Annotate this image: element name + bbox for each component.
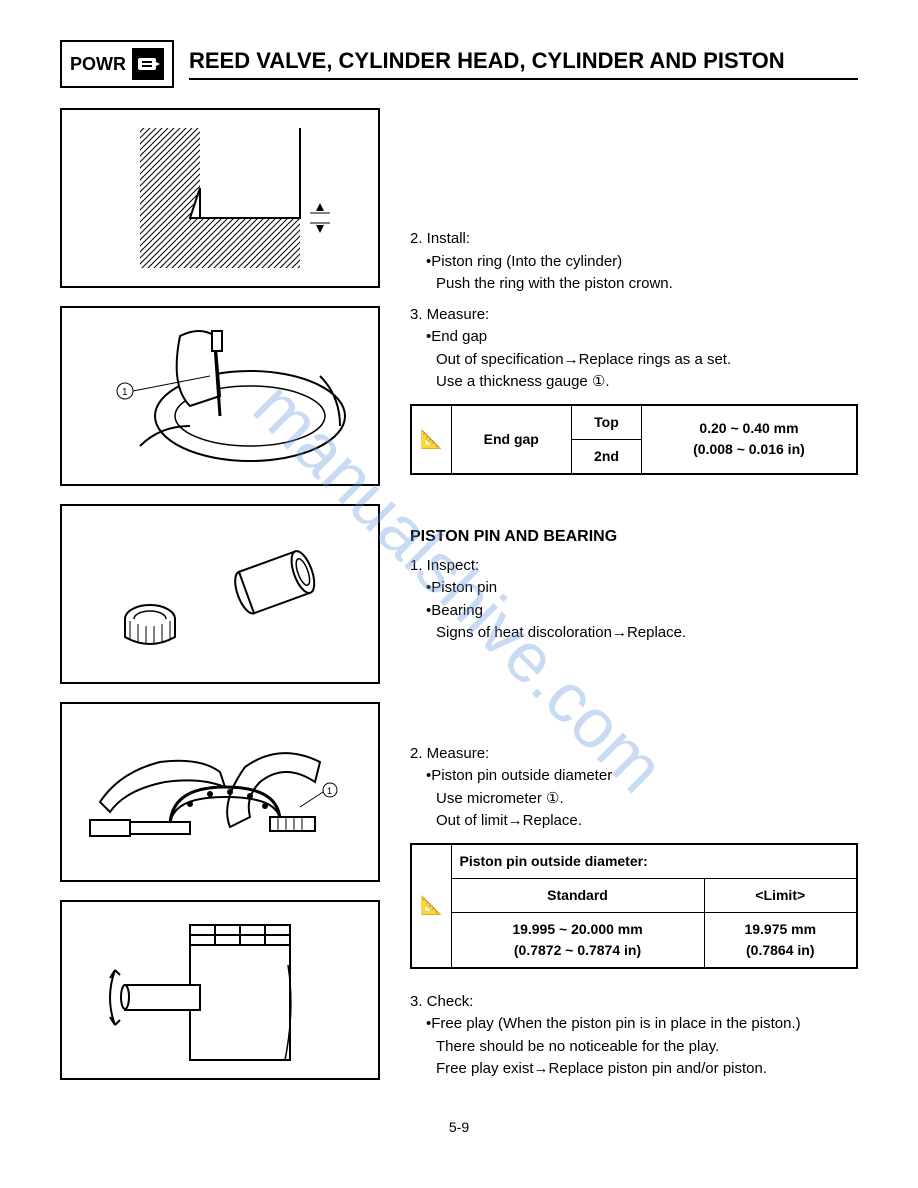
step-number: 3. Measure: bbox=[410, 304, 858, 327]
spec-value: 19.995 ~ 20.000 mm (0.7872 ~ 0.7874 in) bbox=[451, 912, 704, 968]
step-detail: Use a thickness gauge ①. bbox=[436, 371, 858, 394]
step-detail: Signs of heat discoloration→Replace. bbox=[436, 622, 858, 645]
step-number: 2. Install: bbox=[410, 228, 858, 251]
table-title: Piston pin outside diameter: bbox=[451, 844, 857, 879]
step-measure-diameter: 2. Measure: •Piston pin outside diameter… bbox=[410, 653, 858, 833]
engine-icon bbox=[132, 48, 164, 80]
section-badge: POWR bbox=[60, 40, 174, 88]
svg-text:1: 1 bbox=[122, 387, 128, 398]
figure-pin-bearing bbox=[60, 504, 380, 684]
caliper-icon: 📐 bbox=[420, 429, 442, 449]
page-header: POWR REED VALVE, CYLINDER HEAD, CYLINDER… bbox=[60, 40, 858, 88]
caliper-icon: 📐 bbox=[420, 895, 442, 915]
step-number: 2. Measure: bbox=[410, 743, 858, 766]
step-check: 3. Check: •Free play (When the piston pi… bbox=[410, 979, 858, 1081]
step-detail: There should be no noticeable for the pl… bbox=[436, 1036, 858, 1059]
section-heading: PISTON PIN AND BEARING bbox=[410, 495, 858, 549]
figures-column: 1 bbox=[60, 108, 380, 1089]
diameter-spec-table: 📐 Piston pin outside diameter: Standard … bbox=[410, 843, 858, 969]
spec-value: 0.20 ~ 0.40 mm (0.008 ~ 0.016 in) bbox=[641, 405, 857, 474]
step-item: •Bearing bbox=[426, 600, 858, 623]
step-inspect: 1. Inspect: •Piston pin •Bearing Signs o… bbox=[410, 555, 858, 645]
spec-label: End gap bbox=[451, 405, 572, 474]
figure-thickness-gauge: 1 bbox=[60, 306, 380, 486]
step-number: 3. Check: bbox=[410, 991, 858, 1014]
spec-value: 19.975 mm (0.7864 in) bbox=[704, 912, 857, 968]
page-title: REED VALVE, CYLINDER HEAD, CYLINDER AND … bbox=[189, 48, 858, 74]
section-code: POWR bbox=[70, 54, 126, 75]
step-item: •Piston pin bbox=[426, 577, 858, 600]
tool-icon-cell: 📐 bbox=[411, 405, 451, 474]
endgap-spec-table: 📐 End gap Top 0.20 ~ 0.40 mm (0.008 ~ 0.… bbox=[410, 404, 858, 475]
figure-micrometer: 1 bbox=[60, 702, 380, 882]
main-content: 1 bbox=[60, 108, 858, 1089]
step-detail: Out of limit→Replace. bbox=[436, 810, 858, 833]
figure-free-play bbox=[60, 900, 380, 1080]
step-item: •Piston pin outside diameter bbox=[426, 765, 858, 788]
step-item: •Free play (When the piston pin is in pl… bbox=[426, 1013, 858, 1036]
spec-row: 2nd bbox=[572, 439, 642, 474]
step-detail: Push the ring with the piston crown. bbox=[436, 273, 858, 296]
step-measure-endgap: 3. Measure: •End gap Out of specificatio… bbox=[410, 304, 858, 394]
step-detail: Use micrometer ①. bbox=[436, 788, 858, 811]
col-header: <Limit> bbox=[704, 878, 857, 912]
step-item: •End gap bbox=[426, 326, 858, 349]
title-container: REED VALVE, CYLINDER HEAD, CYLINDER AND … bbox=[189, 48, 858, 80]
page-number: 5-9 bbox=[60, 1119, 858, 1135]
step-detail: Out of specification→Replace rings as a … bbox=[436, 349, 858, 372]
tool-icon-cell: 📐 bbox=[411, 844, 451, 968]
step-install: 2. Install: •Piston ring (Into the cylin… bbox=[410, 228, 858, 296]
step-number: 1. Inspect: bbox=[410, 555, 858, 578]
step-item: •Piston ring (Into the cylinder) bbox=[426, 251, 858, 274]
spec-row: Top bbox=[572, 405, 642, 440]
figure-ring-gap bbox=[60, 108, 380, 288]
svg-text:1: 1 bbox=[327, 786, 332, 796]
col-header: Standard bbox=[451, 878, 704, 912]
step-detail: Free play exist→Replace piston pin and/o… bbox=[436, 1058, 858, 1081]
text-column: 2. Install: •Piston ring (Into the cylin… bbox=[410, 108, 858, 1089]
